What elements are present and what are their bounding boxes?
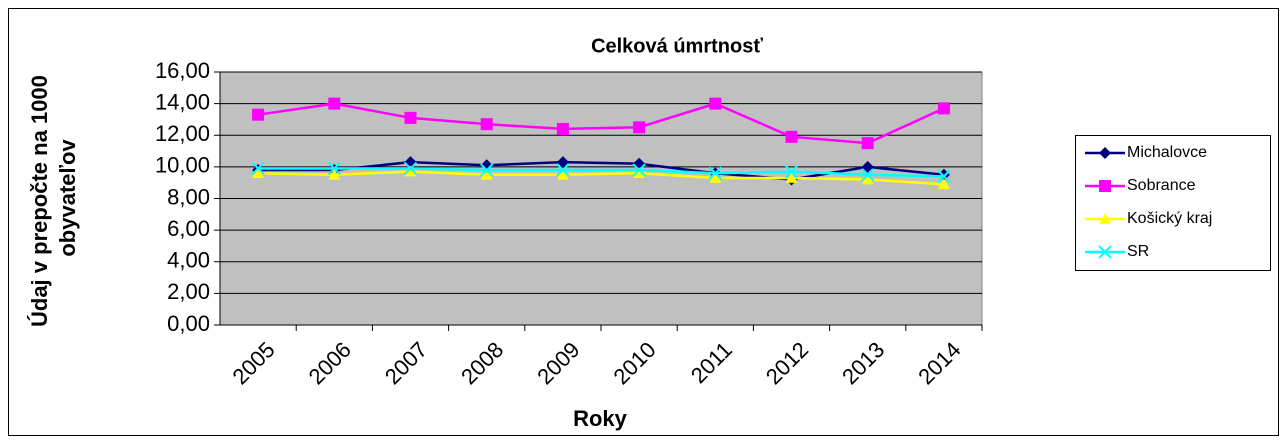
data-point — [937, 169, 951, 184]
y-tick-label: 4,00 — [167, 248, 210, 273]
data-point — [556, 163, 570, 177]
series-line — [258, 170, 944, 186]
legend-label: Košický kraj — [1127, 210, 1212, 227]
data-point — [479, 163, 494, 177]
legend-marker — [1099, 147, 1111, 159]
y-tick-label: 12,00 — [155, 121, 210, 146]
chart-title: Celková úmrtnosť — [591, 35, 763, 57]
data-point — [480, 168, 493, 180]
y-tick-label: 14,00 — [155, 89, 210, 114]
data-point — [937, 168, 950, 181]
data-point — [784, 164, 799, 179]
y-axis-label: Údaj v prepočte na 1000 obyvateľov — [27, 69, 80, 327]
data-point — [252, 167, 265, 178]
data-point — [709, 171, 722, 183]
data-point — [937, 102, 950, 115]
data-point — [861, 173, 874, 185]
data-point — [785, 171, 798, 183]
y-tick-label: 10,00 — [155, 153, 210, 178]
legend-marker — [1098, 245, 1112, 259]
data-point — [328, 97, 341, 110]
y-axis-label-line: Údaj v prepočte na 1000 — [27, 75, 52, 327]
data-point — [252, 108, 265, 121]
legend-marker — [1099, 180, 1111, 192]
y-tick-label: 8,00 — [167, 184, 210, 209]
data-point — [404, 165, 417, 177]
legend-label: Sobrance — [1127, 177, 1196, 194]
legend-label: Michalovce — [1127, 144, 1207, 161]
data-point — [861, 137, 874, 150]
y-tick-label: 2,00 — [167, 279, 210, 304]
data-point — [556, 156, 569, 169]
series-line — [257, 102, 945, 145]
data-point — [403, 161, 418, 176]
data-point — [251, 161, 265, 176]
data-point — [860, 168, 875, 182]
y-tick-label: 16,00 — [155, 58, 210, 83]
data-point — [327, 161, 342, 176]
legend-marker — [1099, 213, 1111, 224]
data-point — [404, 111, 417, 124]
y-tick-label: 0,00 — [167, 311, 210, 336]
data-point — [328, 168, 341, 180]
x-axis-label: Roky — [573, 406, 628, 431]
data-point — [556, 168, 569, 180]
y-axis-label-line: obyvateľov — [55, 139, 80, 257]
data-point — [633, 167, 646, 178]
series-line — [258, 167, 944, 178]
data-point — [709, 97, 722, 110]
data-point — [785, 130, 798, 143]
data-point — [480, 118, 493, 131]
data-point — [632, 163, 646, 177]
y-tick-label: 6,00 — [167, 216, 210, 241]
data-point — [633, 121, 646, 134]
legend-label: SR — [1127, 243, 1149, 260]
data-point — [708, 166, 723, 180]
data-point — [556, 122, 569, 135]
data-point — [861, 160, 874, 173]
data-point — [937, 178, 950, 190]
